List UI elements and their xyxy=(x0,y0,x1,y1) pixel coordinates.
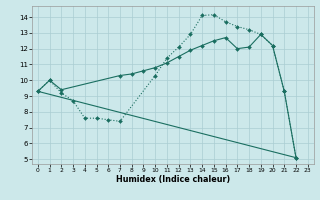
X-axis label: Humidex (Indice chaleur): Humidex (Indice chaleur) xyxy=(116,175,230,184)
